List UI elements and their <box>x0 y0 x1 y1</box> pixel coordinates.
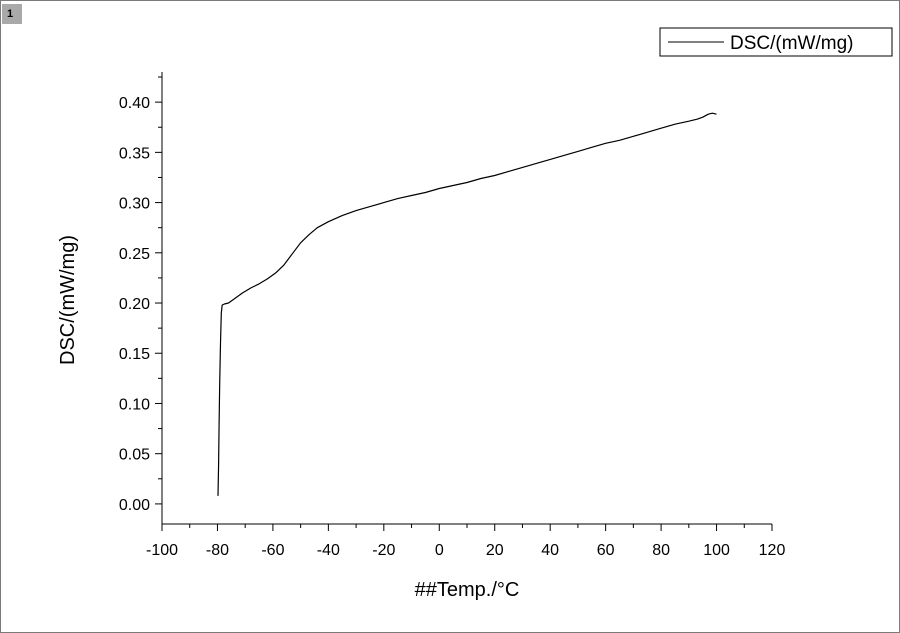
x-tick-label: -60 <box>261 542 284 559</box>
y-tick-label: 0.10 <box>119 396 150 413</box>
y-tick-label: 0.35 <box>119 145 150 162</box>
series-line-dsc <box>217 112 717 496</box>
page-tab[interactable]: 1 <box>2 4 22 24</box>
x-tick-label: -100 <box>146 542 178 559</box>
ticks: -100 -80 -60 -40 -20 0 20 40 60 80 100 120 0.00 0.05 0… <box>119 76 786 559</box>
x-tick-label: 120 <box>759 542 786 559</box>
x-tick-label: -80 <box>206 542 229 559</box>
x-tick-label: 40 <box>541 542 559 559</box>
x-tick-label: -20 <box>372 542 395 559</box>
y-axis-title: DSC/(mW/mg) <box>57 235 79 365</box>
series <box>217 112 717 496</box>
y-tick-label: 0.00 <box>119 497 150 514</box>
legend-label: DSC/(mW/mg) <box>730 33 853 54</box>
y-tick-label: 0.20 <box>119 296 150 313</box>
x-tick-label: 20 <box>486 542 504 559</box>
legend: DSC/(mW/mg) <box>659 27 893 57</box>
x-tick-label: 80 <box>652 542 670 559</box>
axes <box>161 72 772 525</box>
y-tick-label: 0.15 <box>119 346 150 363</box>
y-tick-label: 0.30 <box>119 196 150 213</box>
x-tick-label: -40 <box>317 542 340 559</box>
x-tick-label: 0 <box>435 542 444 559</box>
y-tick-label: 0.05 <box>119 447 150 464</box>
x-tick-label: 100 <box>703 542 730 559</box>
y-tick-label: 0.25 <box>119 246 150 263</box>
y-tick-label: 0.40 <box>119 95 150 112</box>
x-axis-title: ##Temp./°C <box>415 579 520 601</box>
x-tick-label: 60 <box>597 542 615 559</box>
